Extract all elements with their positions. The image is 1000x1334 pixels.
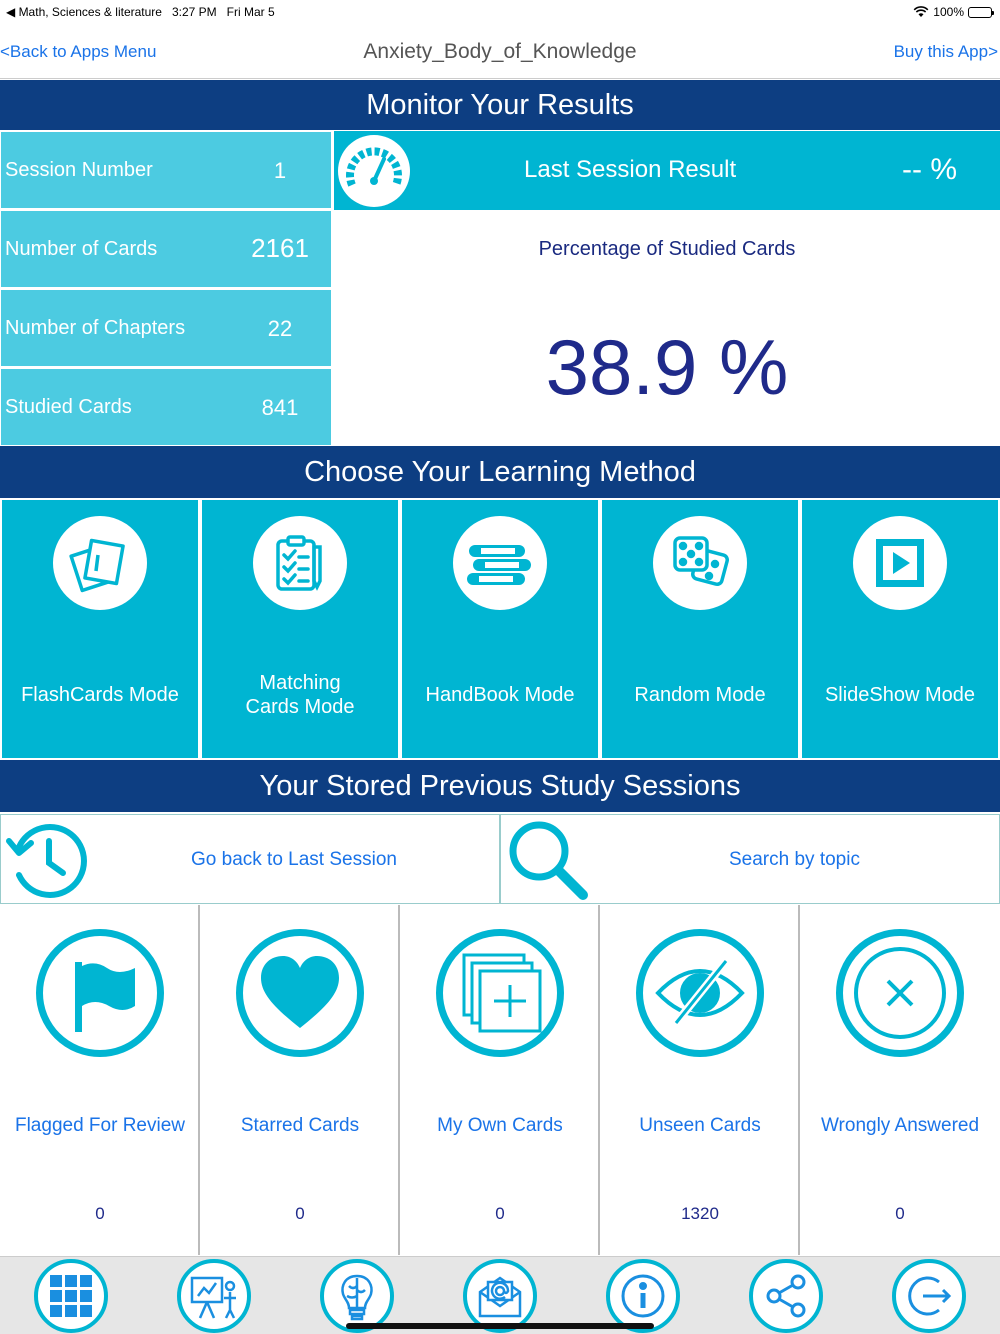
flagged-for-review-button[interactable]: Flagged For Review 0: [0, 905, 200, 1255]
buy-app-button[interactable]: Buy this App>: [893, 42, 998, 61]
battery-icon: [968, 6, 994, 18]
home-indicator[interactable]: [346, 1323, 654, 1329]
slideshow-mode-button[interactable]: SlideShow Mode: [802, 500, 998, 758]
add-card-icon: [452, 945, 548, 1041]
percentage-label: Percentage of Studied Cards: [538, 238, 796, 260]
share-button[interactable]: [749, 1259, 823, 1333]
stat-studied-cards: Studied Cards 841: [0, 368, 333, 446]
mode-label: SlideShow Mode: [824, 684, 976, 706]
category-label: Unseen Cards: [639, 1115, 761, 1136]
category-count: 1320: [681, 1204, 719, 1223]
back-to-app-link[interactable]: ◀ Math, Sciences & literature: [6, 5, 162, 19]
last-session-result: Last Session Result -- %: [334, 131, 1000, 210]
navigation-bar: <Back to Apps Menu Anxiety_Body_of_Knowl…: [0, 24, 1000, 79]
brain-bulb-icon: [341, 1274, 373, 1321]
go-back-last-session-button[interactable]: Go back to Last Session: [0, 814, 500, 904]
search-icon: [509, 821, 588, 900]
eye-slash-icon: [652, 945, 748, 1041]
mode-label-line1: Matching: [259, 672, 341, 694]
category-count: 0: [895, 1204, 905, 1223]
x-circle-icon: [852, 945, 948, 1041]
stat-number-of-cards: Number of Cards 2161: [0, 210, 333, 288]
flag-icon: [52, 945, 148, 1041]
clipboard-checklist-icon: [253, 516, 347, 610]
last-session-label: Last Session Result: [524, 156, 737, 183]
info-button[interactable]: [606, 1259, 680, 1333]
matching-cards-mode-button[interactable]: Matching Cards Mode: [202, 500, 398, 758]
books-icon: [453, 516, 547, 610]
info-icon: [621, 1274, 665, 1318]
stat-number-of-chapters: Number of Chapters 22: [0, 289, 333, 367]
page-title: Anxiety_Body_of_Knowledge: [363, 40, 637, 63]
unseen-cards-button[interactable]: Unseen Cards 1320: [600, 905, 800, 1255]
stat-session-number: Session Number 1: [0, 131, 333, 209]
wrongly-answered-button[interactable]: Wrongly Answered 0: [800, 905, 1000, 1255]
share-icon: [766, 1274, 806, 1318]
category-label: My Own Cards: [437, 1115, 563, 1136]
category-count: 0: [295, 1204, 305, 1223]
presentation-icon: [190, 1276, 236, 1319]
stat-value: 1: [273, 158, 287, 183]
category-label: Starred Cards: [240, 1115, 360, 1136]
search-by-topic-button[interactable]: Search by topic: [500, 814, 1000, 904]
battery-percent: 100%: [933, 5, 964, 19]
my-own-cards-button[interactable]: My Own Cards 0: [400, 905, 600, 1255]
category-count: 0: [495, 1204, 505, 1223]
brain-button[interactable]: [320, 1259, 394, 1333]
mode-label-line2: Cards Mode: [245, 696, 355, 718]
history-clock-icon: [6, 824, 87, 898]
mode-label: HandBook Mode: [425, 684, 575, 706]
last-session-value: -- %: [902, 153, 957, 186]
stat-value: 2161: [251, 233, 309, 263]
dice-icon: [653, 516, 747, 610]
stat-label: Number of Chapters: [5, 317, 186, 339]
go-back-label: Go back to Last Session: [191, 849, 397, 870]
stat-label: Studied Cards: [5, 396, 132, 418]
mail-icon: [478, 1276, 522, 1318]
exit-icon: [908, 1276, 952, 1316]
category-label: Wrongly Answered: [820, 1115, 980, 1136]
percentage-panel: Percentage of Studied Cards 38.9 %: [334, 210, 1000, 446]
monitor-results-header: Monitor Your Results: [0, 80, 1000, 130]
back-to-apps-button[interactable]: <Back to Apps Menu: [0, 42, 157, 61]
grid-button[interactable]: [34, 1259, 108, 1333]
status-time: 3:27 PM: [171, 5, 217, 19]
mode-label: FlashCards Mode: [21, 684, 179, 706]
wifi-icon: [913, 6, 929, 17]
heart-icon: [252, 945, 348, 1041]
stat-label: Number of Cards: [5, 238, 158, 260]
stat-value: 841: [261, 395, 299, 420]
learning-method-header: Choose Your Learning Method: [0, 446, 1000, 498]
flashcards-mode-button[interactable]: FlashCards Mode: [2, 500, 198, 758]
stored-sessions-header: Your Stored Previous Study Sessions: [0, 760, 1000, 812]
stat-value: 22: [267, 316, 293, 341]
random-mode-button[interactable]: Random Mode: [602, 500, 798, 758]
play-icon: [853, 516, 947, 610]
speedometer-icon: [338, 135, 410, 207]
category-count: 0: [95, 1204, 105, 1223]
presentation-button[interactable]: [177, 1259, 251, 1333]
starred-cards-button[interactable]: Starred Cards 0: [200, 905, 400, 1255]
percentage-value: 38.9 %: [545, 323, 789, 411]
grid-icon: [50, 1275, 92, 1317]
mail-button[interactable]: [463, 1259, 537, 1333]
handbook-mode-button[interactable]: HandBook Mode: [402, 500, 598, 758]
stat-label: Session Number: [5, 159, 153, 181]
status-date: Fri Mar 5: [226, 5, 275, 19]
category-label: Flagged For Review: [14, 1115, 186, 1136]
status-bar: ◀ Math, Sciences & literature 3:27 PM Fr…: [0, 0, 1000, 24]
bottom-toolbar: [0, 1256, 1000, 1334]
flashcards-icon: [53, 516, 147, 610]
exit-button[interactable]: [892, 1259, 966, 1333]
mode-label: Random Mode: [634, 684, 766, 706]
mode-label: Matching Cards Mode: [202, 671, 398, 719]
search-label: Search by topic: [729, 849, 860, 870]
